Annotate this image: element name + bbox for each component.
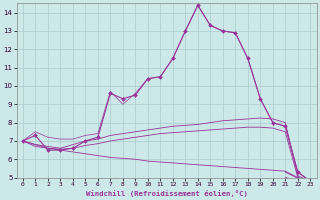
X-axis label: Windchill (Refroidissement éolien,°C): Windchill (Refroidissement éolien,°C) xyxy=(86,190,248,197)
